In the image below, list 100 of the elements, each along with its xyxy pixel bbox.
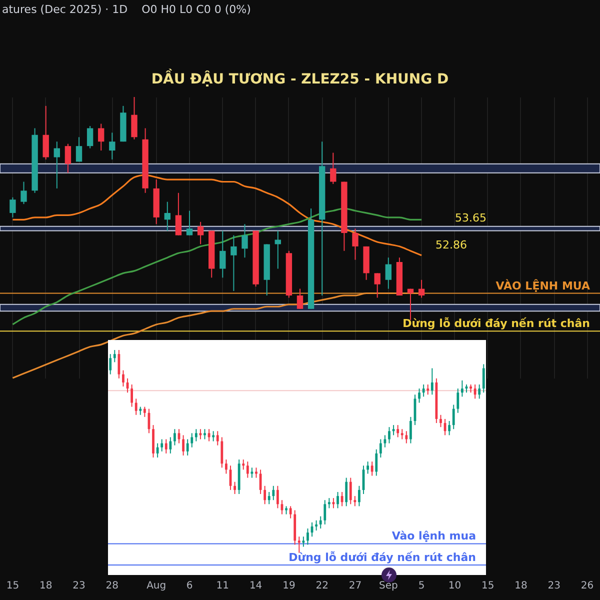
text: O0 H0 L0 C0 0 (0%) (142, 3, 251, 16)
candlestick (430, 368, 434, 396)
candlestick (250, 467, 254, 478)
candlestick (194, 428, 198, 442)
candlestick (448, 420, 451, 436)
ref-line-label: Vào lệnh mua (392, 530, 476, 543)
candlestick (131, 96, 138, 140)
candlestick (169, 436, 172, 454)
candlestick (186, 438, 189, 456)
candlestick (336, 491, 339, 509)
candlestick (216, 430, 219, 446)
x-tick-label: 23 (72, 580, 86, 592)
x-tick-label: Sep (378, 580, 398, 592)
x-tick-label: 27 (348, 580, 362, 592)
x-tick-label: 22 (316, 580, 328, 592)
x-tick-label: 26 (580, 580, 594, 592)
candlestick (42, 105, 49, 160)
candlestick (388, 426, 390, 444)
x-tick-label: 18 (39, 580, 52, 592)
ref-line-label: Dừng lỗ dưới đáy nến rút chân (402, 317, 590, 330)
x-tick-label: 19 (282, 580, 296, 592)
candlestick (197, 221, 204, 245)
candlestick (302, 536, 305, 548)
candlestick (315, 520, 318, 532)
candlestick (182, 434, 184, 456)
candlestick (272, 485, 275, 501)
candlestick (234, 481, 236, 495)
candlestick (230, 234, 237, 292)
candlestick (410, 416, 412, 444)
candlestick (255, 467, 258, 478)
candlestick (220, 230, 226, 278)
candlestick (174, 428, 176, 446)
x-tick-label: 5 (418, 580, 425, 592)
x-tick-label: 23 (548, 580, 561, 592)
candlestick (418, 388, 420, 404)
candlestick (276, 485, 279, 509)
candlestick (370, 461, 374, 476)
candlestick (306, 528, 309, 546)
candlestick (113, 350, 116, 363)
candlestick (246, 461, 249, 478)
candlestick (345, 477, 348, 507)
candlestick (478, 384, 481, 400)
candlestick (440, 414, 442, 428)
x-tick-label: 15 (481, 580, 494, 592)
candlestick (328, 498, 330, 509)
chart-title: DẦU ĐẬU TƯƠNG - ZLEZ25 - KHUNG D (151, 68, 449, 88)
candlestick (175, 192, 182, 236)
candlestick (156, 442, 159, 458)
candlestick (220, 436, 224, 468)
candlestick (76, 136, 82, 162)
candlestick (474, 384, 476, 400)
candlestick (422, 384, 425, 398)
ref-line-label: Dừng lỗ dưới đáy nến rút chân (288, 551, 476, 564)
text: atures (Dec 2025) · 1D (2, 3, 128, 16)
candlestick (289, 506, 292, 519)
candlestick (109, 354, 112, 375)
candlestick (164, 438, 168, 454)
candlestick (274, 230, 281, 270)
candlestick (405, 430, 408, 444)
candlestick (349, 477, 352, 505)
annotation: 53.65 (455, 212, 486, 225)
candlestick (319, 516, 322, 529)
candlestick (354, 496, 356, 507)
candlestick (482, 364, 485, 394)
candlestick (396, 424, 400, 438)
candlestick (296, 288, 304, 310)
candlestick (375, 448, 378, 476)
x-tick-label: 28 (106, 580, 119, 592)
annotation: 52.86 (436, 238, 468, 252)
x-tick-label: 14 (249, 580, 262, 592)
candlestick (242, 459, 245, 470)
candlestick (452, 404, 455, 430)
candlestick (86, 125, 94, 149)
candlestick (385, 257, 392, 290)
x-tick-label: Aug (146, 580, 166, 592)
candlestick (122, 370, 124, 388)
candlestick (456, 388, 460, 414)
candlestick (186, 210, 193, 236)
candlestick (426, 384, 430, 396)
candlestick (460, 380, 464, 398)
candlestick (324, 500, 326, 525)
candlestick (10, 196, 16, 218)
candlestick (54, 141, 60, 189)
candlestick (118, 350, 120, 379)
x-tick-label: 18 (514, 580, 528, 592)
candlestick (130, 384, 134, 408)
candlestick (164, 201, 170, 232)
candlestick (64, 143, 72, 174)
candlestick (109, 132, 116, 160)
candlestick (160, 438, 164, 452)
candlestick (352, 228, 358, 260)
x-tick-label: 6 (186, 580, 193, 592)
candlestick (98, 123, 104, 152)
candlestick (298, 536, 300, 554)
candlestick (400, 428, 404, 440)
ref-line-label: VÀO LỆNH MUA (496, 278, 590, 292)
candlestick (190, 432, 194, 448)
candlestick (418, 279, 425, 298)
candlestick (143, 406, 146, 418)
candlestick (204, 428, 206, 440)
